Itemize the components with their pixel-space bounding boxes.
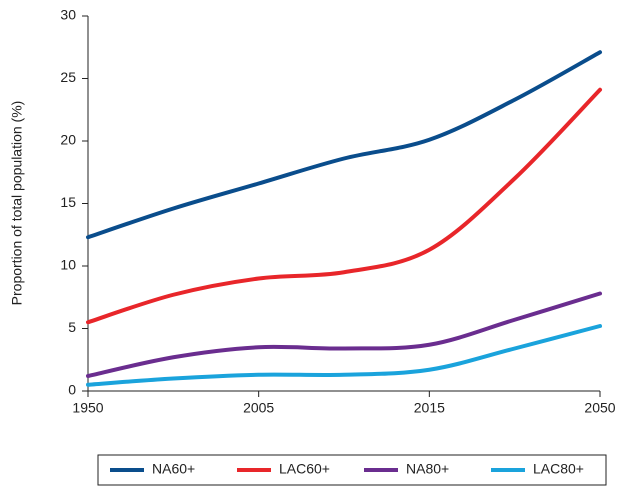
legend-label: LAC60+: [279, 461, 330, 477]
y-tick-label: 30: [60, 7, 76, 23]
x-tick-label: 1950: [72, 400, 103, 416]
y-tick-label: 5: [68, 319, 76, 335]
y-tick-label: 0: [68, 382, 76, 398]
legend-label: NA60+: [152, 461, 195, 477]
y-tick-label: 25: [60, 69, 76, 85]
legend-label: LAC80+: [533, 461, 584, 477]
x-tick-label: 2015: [414, 400, 445, 416]
y-tick-label: 10: [60, 257, 76, 273]
legend-label: NA80+: [406, 461, 449, 477]
y-tick-label: 15: [60, 194, 76, 210]
x-tick-label: 2050: [584, 400, 615, 416]
line: [86, 324, 602, 387]
line: [86, 291, 602, 378]
y-axis-label: Proportion of total population (%): [9, 101, 25, 306]
legend-box: [97, 454, 607, 486]
line: [86, 50, 602, 240]
x-tick-label: 2005: [243, 400, 274, 416]
line: [86, 87, 602, 325]
y-tick-label: 20: [60, 132, 76, 148]
